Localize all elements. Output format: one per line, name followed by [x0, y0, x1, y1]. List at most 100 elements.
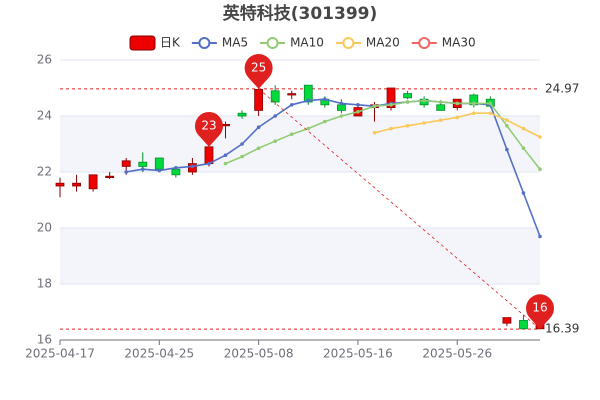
- ma-point: [471, 101, 476, 106]
- ma-point: [422, 121, 426, 125]
- marker-label: 25: [251, 60, 266, 74]
- candle-body: [436, 104, 446, 111]
- mark-line-label: 24.97: [545, 81, 579, 95]
- marker-label: 16: [532, 301, 547, 315]
- ma-point: [405, 124, 410, 128]
- y-tick-label: 24: [37, 109, 52, 123]
- candle-body: [88, 174, 98, 190]
- x-tick-label: 2025-05-08: [224, 347, 294, 361]
- legend-label: MA30: [442, 36, 476, 50]
- legend-item: MA10: [260, 36, 324, 50]
- ma-point: [505, 147, 509, 152]
- ma-point: [521, 146, 526, 150]
- ma-point: [438, 118, 443, 122]
- ma-point: [223, 161, 228, 166]
- candle-body: [403, 93, 412, 99]
- ma-point: [273, 139, 277, 143]
- candle-body: [237, 112, 247, 117]
- legend-item: MA20: [335, 36, 400, 50]
- ma-point: [289, 103, 294, 107]
- y-tick-label: 16: [37, 333, 52, 347]
- candle-body: [121, 160, 131, 167]
- ma-point: [190, 164, 195, 169]
- ma-point: [240, 142, 244, 146]
- ma-point: [521, 126, 526, 131]
- ma-point: [521, 191, 526, 195]
- y-tick-label: 18: [37, 277, 52, 291]
- candle-body: [502, 317, 512, 324]
- legend-label: MA10: [290, 36, 324, 50]
- candle-body: [138, 161, 148, 167]
- ma-point: [306, 98, 311, 103]
- x-tick-label: 2025-04-17: [25, 347, 95, 361]
- ma-point: [488, 101, 493, 106]
- ma-point: [289, 132, 294, 136]
- candle-body: [270, 90, 280, 103]
- ma-point: [323, 97, 327, 101]
- candle-body: [55, 182, 65, 187]
- candle-body: [386, 87, 396, 109]
- ma-point: [405, 100, 410, 104]
- x-tick-label: 2025-05-26: [422, 347, 492, 361]
- candle-body: [72, 182, 81, 187]
- ma-point: [505, 124, 509, 128]
- x-tick-label: 2025-05-16: [323, 347, 393, 361]
- legend-swatch: [418, 37, 431, 49]
- ma-point: [323, 119, 327, 124]
- ma-point: [356, 110, 360, 114]
- ma-point: [356, 103, 360, 107]
- ma-point: [488, 111, 493, 115]
- marker-label: 23: [201, 118, 216, 132]
- legend-label: MA5: [222, 36, 248, 50]
- ma-point: [240, 154, 244, 159]
- ma-point: [174, 166, 178, 170]
- ma-point: [471, 111, 476, 115]
- grid-band: [60, 228, 540, 284]
- ma-point: [306, 126, 311, 131]
- ma-point: [223, 153, 228, 157]
- ma-point: [339, 114, 344, 118]
- ma-point: [273, 114, 277, 118]
- candle-body: [204, 146, 214, 165]
- ma-point: [372, 104, 377, 108]
- legend-swatch: [198, 37, 211, 49]
- ma-point: [455, 115, 460, 120]
- candle-body: [336, 104, 346, 111]
- max-min-line: [258, 88, 541, 330]
- ma-point: [157, 168, 162, 173]
- ma-point: [256, 146, 261, 150]
- ma-point: [339, 101, 344, 106]
- mark-line-label: 16.39: [545, 322, 579, 336]
- candle-body: [105, 175, 115, 178]
- chart-title: 英特科技(301399): [223, 3, 378, 24]
- marker-pin: [194, 112, 223, 147]
- ma-point: [372, 131, 377, 135]
- legend-label: 日K: [160, 36, 181, 50]
- ma-point: [124, 170, 129, 174]
- y-tick-label: 20: [37, 221, 52, 235]
- candle-body: [254, 89, 264, 111]
- marker-pin: [526, 294, 554, 330]
- legend-item: 日K: [129, 35, 181, 51]
- ma-point: [256, 125, 261, 129]
- ma-point: [389, 126, 393, 131]
- y-tick-label: 22: [37, 165, 52, 179]
- ma-point: [389, 103, 393, 107]
- marker-pin: [244, 54, 273, 89]
- ma-point: [207, 161, 211, 166]
- ma-point: [505, 118, 509, 122]
- ma-point: [438, 100, 443, 104]
- legend-item: MA5: [191, 36, 248, 50]
- candle-body: [287, 93, 297, 96]
- legend-label: MA20: [366, 36, 400, 50]
- ma-point: [538, 167, 542, 171]
- legend-swatch: [342, 37, 355, 49]
- y-tick-label: 26: [37, 53, 52, 67]
- legend-swatch: [266, 37, 279, 49]
- candle-body: [519, 319, 528, 330]
- ma-point: [140, 167, 145, 171]
- x-tick-label: 2025-04-25: [124, 347, 194, 361]
- candle-body: [154, 157, 164, 170]
- legend-item: MA30: [411, 36, 476, 50]
